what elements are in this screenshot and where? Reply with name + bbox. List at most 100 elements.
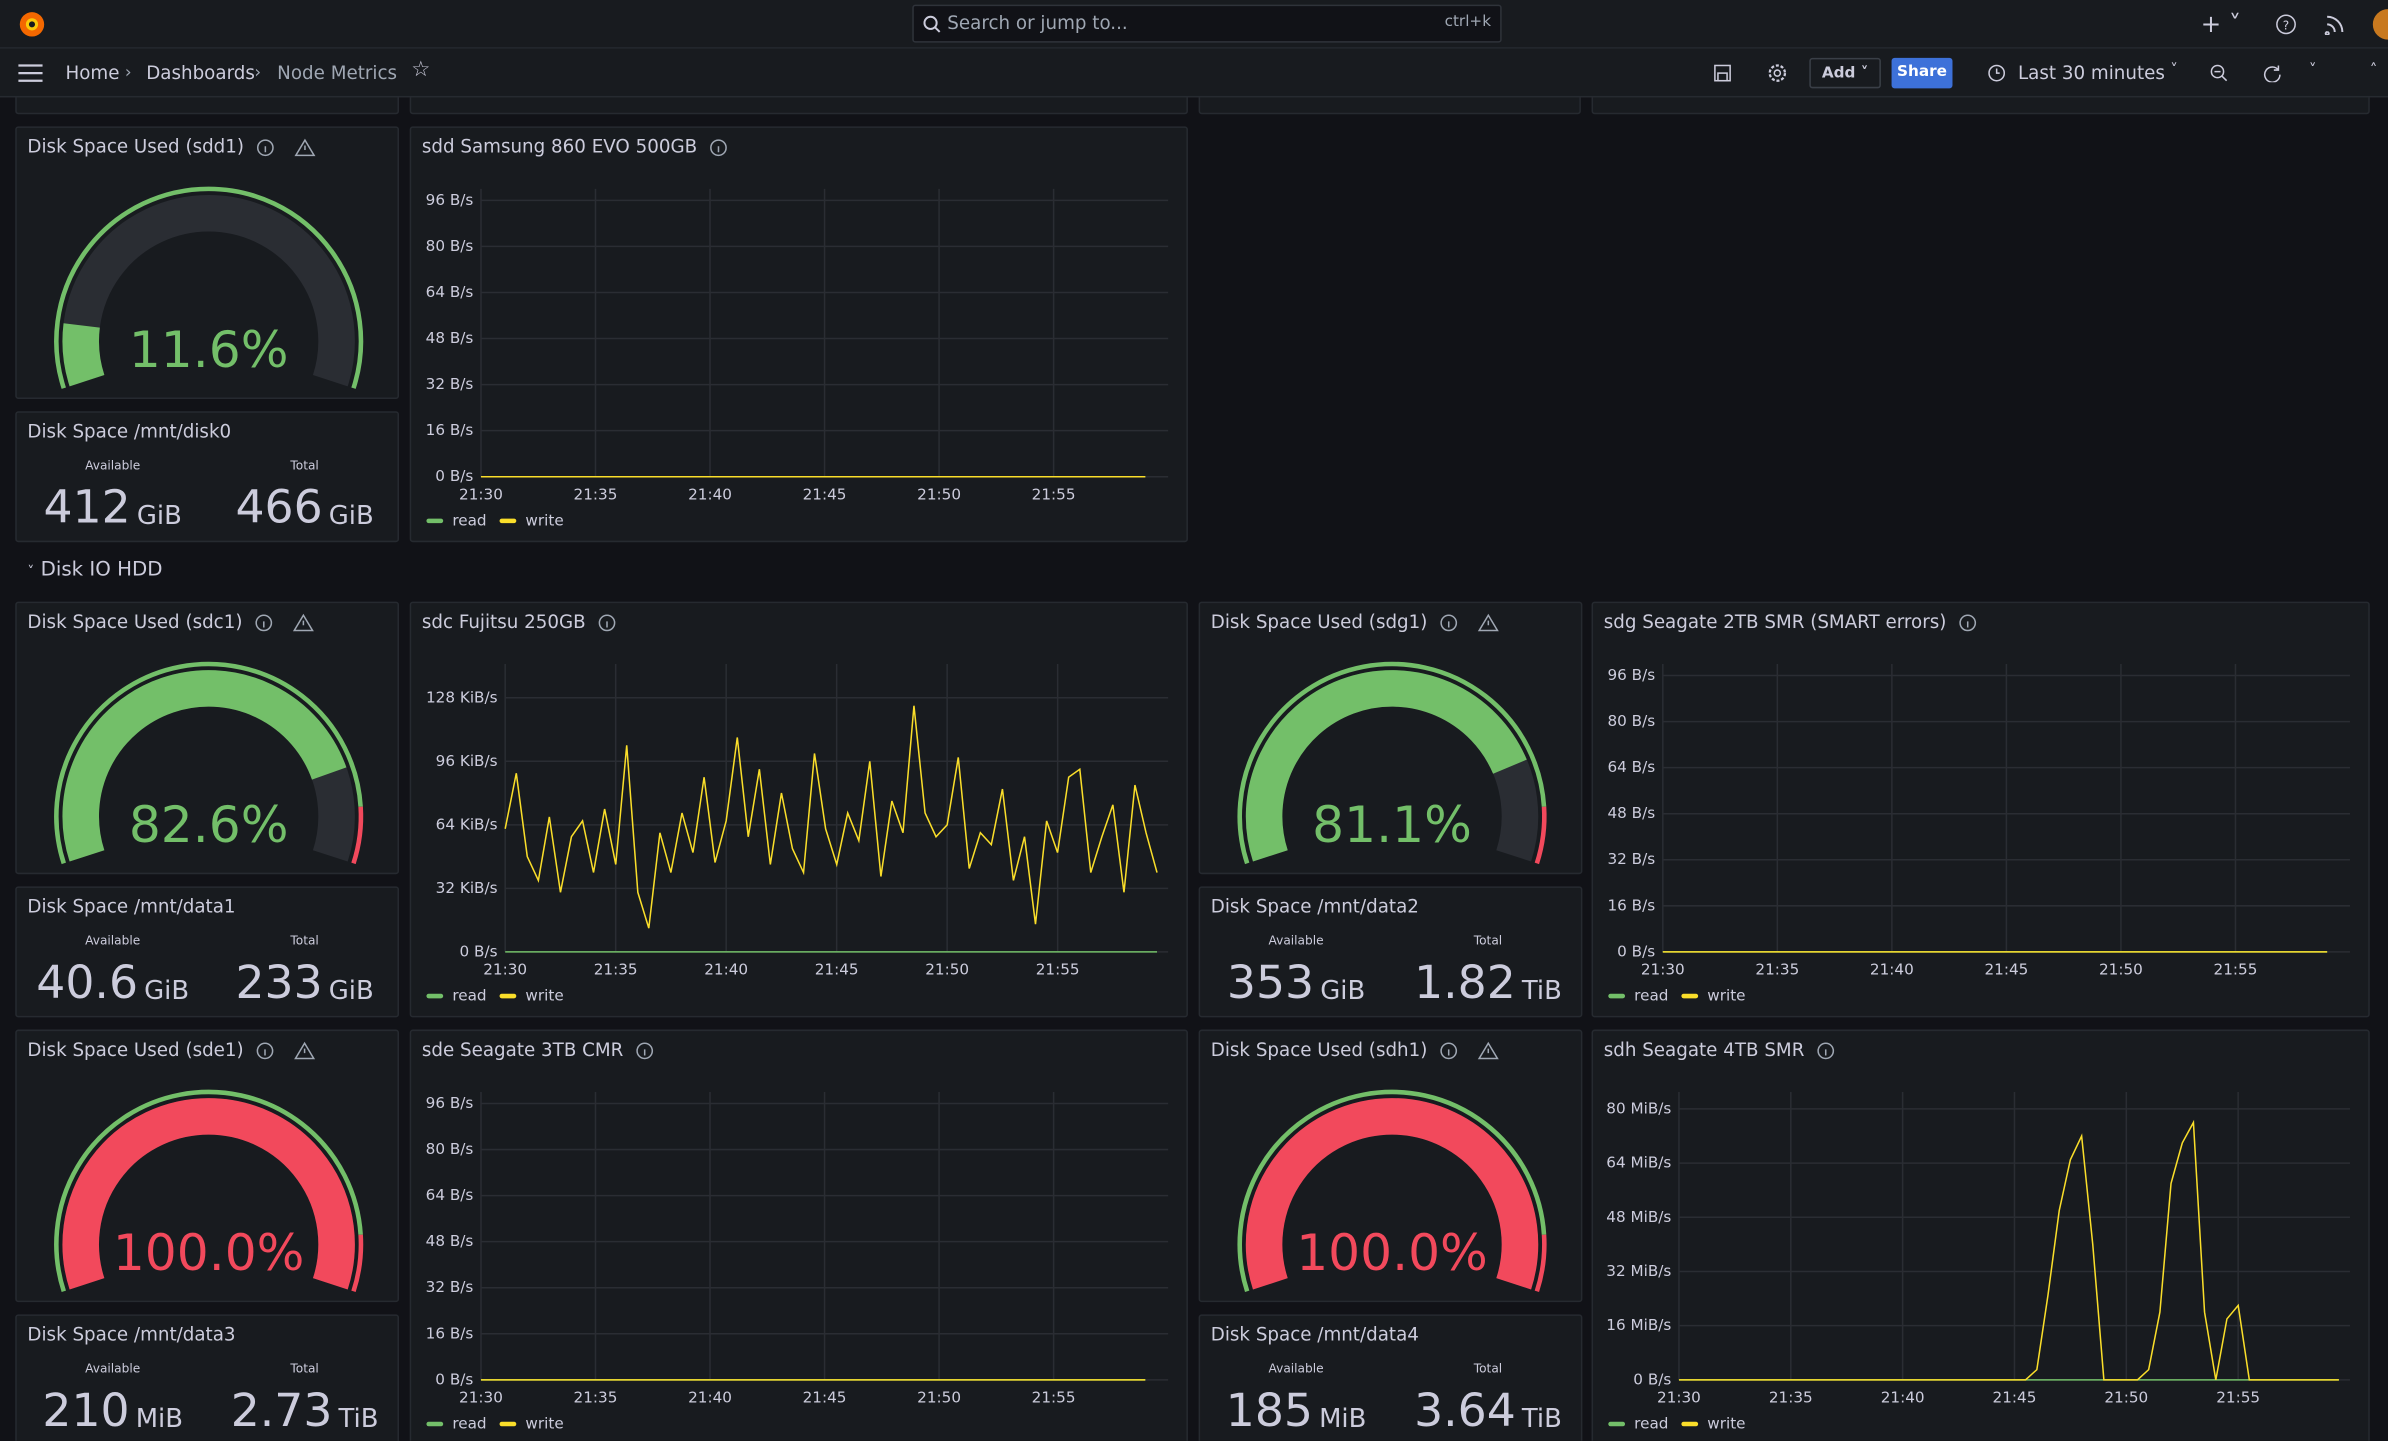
clock-icon [1988,64,2006,82]
stat-value: 466 [235,481,322,534]
stat-panel: Disk Space /mnt/data3 Available 210 MiB Tota… [15,1314,400,1441]
info-icon [710,139,727,157]
threshold-ring [54,1089,363,1293]
panel-title: Disk Space Used (sdh1) [1211,1040,1428,1061]
panel-title: sdc Fujitsu 250GB [422,612,586,633]
x-tick-label: 21:50 [2104,1389,2148,1407]
y-tick-label: 80 B/s [1607,712,1655,730]
stat-unit: GiB [137,501,182,531]
stat-label: Total [289,459,318,473]
panel-canvas: sdd Samsung 860 EVO 500GB 0 B/s 16 B/s 32 B… [422,137,1169,529]
panel-canvas: Disk Space /mnt/data3 Available 210 MiB Tota… [27,1325,378,1437]
info-circle [1959,614,1977,632]
news-icon[interactable] [2324,14,2345,36]
breadcrumb[interactable]: Dashboards [146,62,255,84]
x-tick-label: 21:55 [2214,961,2258,979]
panel-title: Disk Space Used (sde1) [27,1040,243,1061]
chevron[interactable]: ˅ [2308,62,2317,80]
stat-label: Total [1473,934,1502,948]
y-tick-label: 0 B/s [1617,942,1655,960]
collapse[interactable]: ˄ [2369,62,2378,80]
info-icon [1817,1042,1835,1060]
x-tick-label: 21:45 [1984,961,2028,979]
x-tick-label: 21:30 [1657,1389,1701,1407]
stat-label: Available [1269,1362,1324,1376]
info-circle [1440,1042,1458,1060]
info-icon [256,139,274,157]
y-tick-label: 96 B/s [1607,666,1655,684]
row-header[interactable]: ˅ Disk IO HDD [27,559,162,582]
legend-swatch [1681,993,1699,999]
panel-canvas: Disk Space Used (sdc1) 82.6% [27,612,364,865]
panel-title: Disk Space /mnt/data3 [27,1325,235,1346]
help-icon[interactable]: ? [2275,14,2296,35]
x-tick-label: 21:40 [688,485,732,503]
stat-unit: TiB [1521,1404,1562,1434]
stat-value: 210 [42,1384,129,1437]
breadcrumb[interactable]: Home [65,62,120,84]
warning-icon [294,1041,316,1060]
zoom-out-icon[interactable] [2210,64,2228,82]
gauge-value-arc [1245,1098,1539,1290]
info-icon [1440,1042,1458,1060]
panel-title: sde Seagate 3TB CMR [422,1040,624,1061]
y-tick-label: 80 MiB/s [1606,1099,1671,1117]
stat-value: 233 [235,956,322,1009]
y-tick-label: 64 B/s [426,1186,474,1204]
x-tick-label: 21:45 [803,1389,847,1407]
add-button[interactable]: Add ˅ [1809,57,1881,89]
svg-text:?: ? [2283,18,2289,32]
series-line [504,705,1158,929]
stat-label: Total [289,934,318,948]
refresh-icon[interactable] [2263,64,2281,83]
row-title: Disk IO HDD [40,558,163,582]
y-tick-label: 32 B/s [426,375,474,393]
stat-unit: MiB [136,1404,183,1434]
panel-canvas: Disk Space Used (sde1) 100.0% [27,1040,364,1293]
y-tick-label: 96 B/s [426,191,474,209]
gauge-panel: Disk Space Used (sdh1) 100.0% [1198,1029,1583,1303]
new-icon[interactable]: + ˅ [2200,9,2242,39]
warning-icon [292,613,314,632]
threshold-ring [1237,661,1547,865]
legend-swatch [1608,1421,1626,1427]
gauge-value: 100.0% [113,1223,305,1282]
timeseries-panel: sdd Samsung 860 EVO 500GB 0 B/s 16 B/s 32 B… [409,126,1188,543]
share-button[interactable]: Share [1891,57,1953,89]
grafana-logo[interactable] [17,9,47,39]
info-circle [710,139,727,157]
y-tick-label: 16 B/s [426,421,474,439]
y-tick-label: 128 KiB/s [426,688,498,706]
save-icon[interactable] [1713,64,1731,82]
avatar[interactable] [2372,9,2388,40]
x-tick-label: 21:30 [1641,961,1685,979]
panel-canvas: Disk Space /mnt/data2 Available 353 GiB Tota… [1211,897,1562,1009]
info-icon [1959,614,1977,632]
stat-label: Available [85,459,140,473]
threshold-ring [1534,1234,1547,1293]
threshold-ring [351,806,364,865]
x-tick-label: 21:40 [1881,1389,1925,1407]
info-circle [255,614,273,632]
legend-swatch [1681,1421,1699,1427]
separator: › [124,62,132,83]
warning-icon [294,138,316,157]
legend-label: write [1707,1415,1745,1433]
menu-icon[interactable] [18,64,43,82]
settings-icon[interactable] [1767,62,1788,83]
info-icon [255,614,273,632]
legend-swatch [499,993,517,999]
stat-label: Available [85,1362,140,1376]
info-circle [1817,1042,1835,1060]
legend-swatch [426,1421,444,1427]
time-picker[interactable]: Last 30 minutes [2017,62,2165,84]
info-icon [636,1042,654,1060]
stat-unit: MiB [1319,1404,1366,1434]
star-icon[interactable]: ☆ [411,57,431,83]
chevron[interactable]: ˅ [2170,62,2178,80]
stat-unit: TiB [1521,976,1562,1006]
search-box[interactable]: Search or jump to... ctrl+k [912,4,1502,43]
legend-label: write [525,511,563,529]
stat-label: Available [85,934,140,948]
stat-label: Total [1473,1362,1502,1376]
